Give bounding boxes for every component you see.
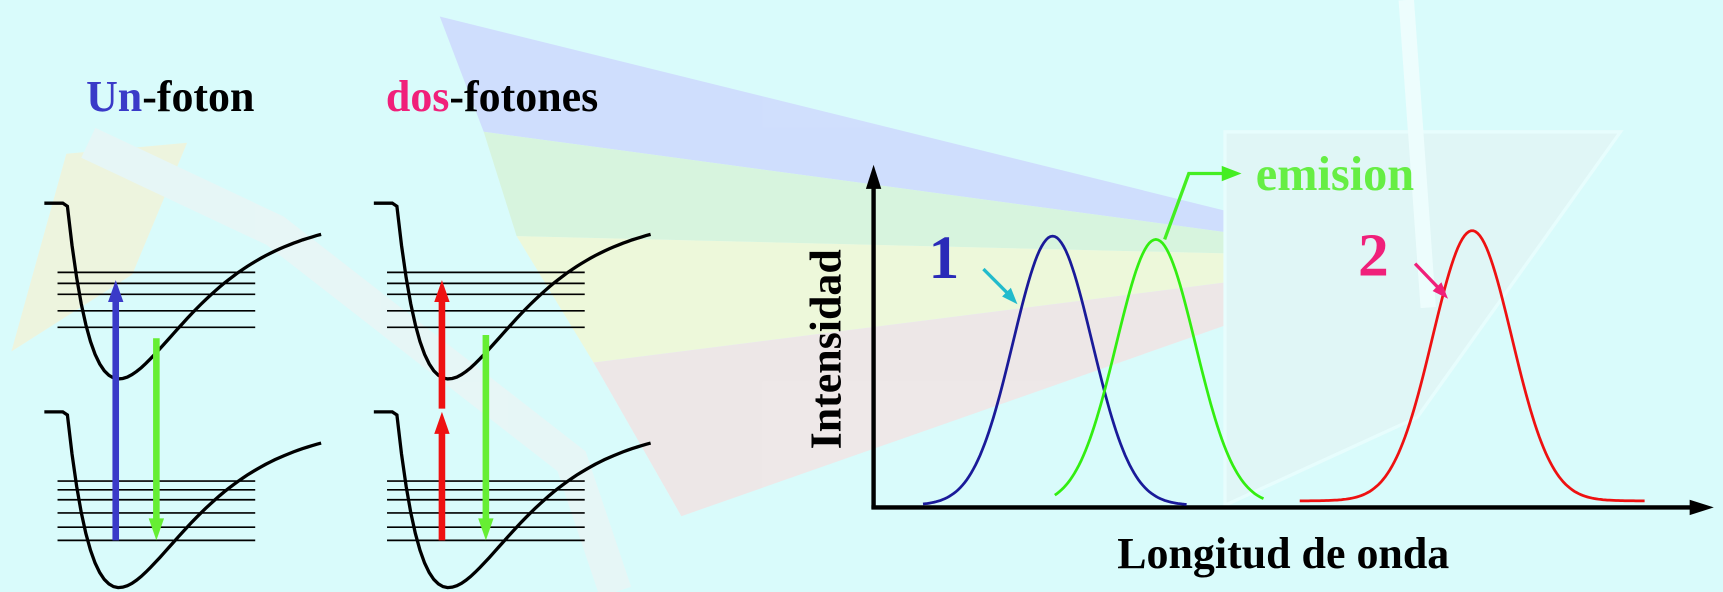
page: {"left_panel":{"one_photon":{"highlight"… [0,0,1723,592]
emission-arrow-head [478,518,493,540]
one-photon-title: Un-foton [86,72,254,121]
peak-2-label: 2 [1358,222,1389,290]
x-axis-arrow [1690,500,1714,515]
one-photon-rest: -foton [142,72,254,121]
one-photon-highlight: Un [86,72,142,121]
two-photon-rest: -fotones [449,72,598,121]
peak-1-label: 1 [928,224,959,292]
emission-arrow-head [149,518,164,540]
two-photon-title: dos-fotones [386,72,598,121]
emission-label: emision [1256,148,1414,201]
x-axis-label: Longitud de onda [1117,529,1449,578]
y-axis-label: Intensidad [802,249,851,449]
two-photon-highlight: dos [386,72,449,121]
diagram: Un-foton dos-fotones Intensidad Longitud… [0,0,1723,592]
absorption-arrow-head [434,412,449,434]
